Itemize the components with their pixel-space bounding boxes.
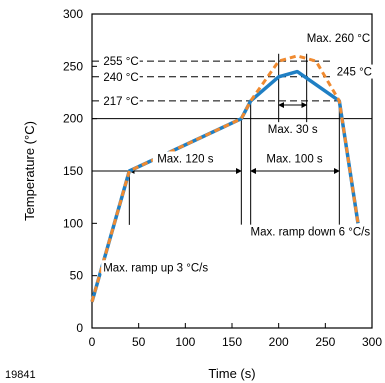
annotation-ramp-down-bg [239,224,372,239]
y-tick-label-100: 100 [63,216,83,230]
ref-label-217-bg [99,93,140,108]
series-line-solid [90,69,360,303]
y-tick-label-50: 50 [70,269,84,283]
annotation-ramp-up-bg [101,260,222,275]
annotation-max-120s: Max. 120 s [157,153,213,165]
annotation-ramp-down: Max. ramp down 6 °C/s [250,227,370,239]
annotation-peak-245: 245 °C [337,67,372,79]
x-tick-label-50: 50 [132,335,146,349]
ref-label-240-bg [99,69,140,84]
x-tick-label-250: 250 [315,335,335,349]
annotation-max-30s: Max. 30 s [268,124,318,136]
annotation-max-120s-bg [152,151,218,166]
y-tick-label-300: 300 [63,7,83,21]
annotation-max-100s-bg [262,151,328,166]
x-tick-label-200: 200 [269,335,289,349]
x-tick-label-150: 150 [222,335,242,349]
y-tick-label-200: 200 [63,112,83,126]
y-axis-title: Temperature (°C) [22,121,37,221]
annotation-max-peak: Max. 260 °C [307,33,370,45]
x-axis-title: Time (s) [208,366,255,381]
ref-label-255: 255 °C [103,56,138,68]
y-tick-label-0: 0 [76,321,83,335]
ref-label-240: 240 °C [103,72,138,84]
y-tick-label-250: 250 [63,59,83,73]
x-tick-label-100: 100 [175,335,195,349]
figure-number: 19841 [5,369,36,381]
annotation-ramp-up: Max. ramp up 3 °C/s [103,262,208,274]
ref-label-255-bg [99,54,140,69]
ref-label-217: 217 °C [103,96,138,108]
y-tick-label-150: 150 [63,164,83,178]
annotation-max-100s: Max. 100 s [266,153,322,165]
annotation-max-30s-bg [263,122,323,137]
x-tick-label-0: 0 [89,335,96,349]
x-tick-label-300: 300 [362,335,382,349]
annotation-peak-245-bg [332,64,373,79]
